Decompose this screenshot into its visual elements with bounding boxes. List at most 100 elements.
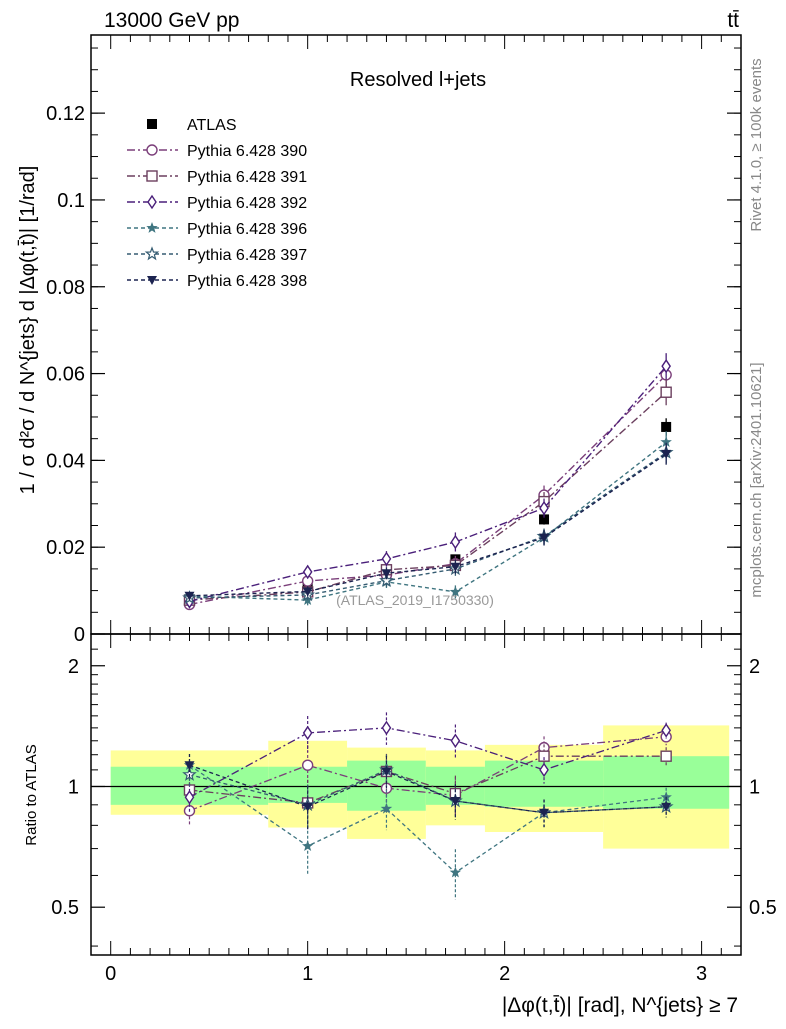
legend-label: Pythia 6.428 397 bbox=[187, 247, 307, 264]
legend-label: Pythia 6.428 398 bbox=[187, 273, 307, 290]
ratio-series-pythia-6-428-398 bbox=[184, 753, 672, 831]
ratio-series-line bbox=[189, 764, 667, 874]
process-label: tt̄ bbox=[727, 9, 739, 32]
mcplots-label: mcplots.cern.ch [arXiv:2401.10621] bbox=[748, 362, 765, 597]
ratio-point bbox=[661, 723, 671, 738]
series-pythia-6-428-392 bbox=[184, 353, 671, 609]
legend-item: Pythia 6.428 392 bbox=[127, 194, 307, 212]
ratio-point bbox=[450, 733, 461, 749]
y-tick-label: 0.1 bbox=[57, 190, 85, 212]
data-point bbox=[661, 449, 672, 459]
ratio-point bbox=[539, 762, 549, 778]
y-tick-label: 0 bbox=[74, 624, 85, 646]
legend-item: Pythia 6.428 397 bbox=[127, 246, 307, 264]
ratio-point bbox=[302, 802, 313, 812]
data-point bbox=[539, 533, 550, 543]
legend-marker bbox=[147, 119, 157, 129]
ratio-y-tick-label-right: 0.5 bbox=[749, 897, 777, 919]
y-tick-label: 0.04 bbox=[46, 450, 85, 472]
ratio-series-line bbox=[189, 736, 667, 812]
ratio-series-line bbox=[189, 727, 667, 798]
series-pythia-6-428-396 bbox=[183, 431, 672, 606]
data-point bbox=[379, 572, 394, 587]
data-point bbox=[184, 591, 195, 601]
ratio-point bbox=[301, 759, 314, 771]
series-line bbox=[189, 452, 667, 599]
legend-item: Pythia 6.428 391 bbox=[127, 169, 307, 186]
ratio-y-tick-label: 0.5 bbox=[51, 897, 79, 919]
series-pythia-6-428-390 bbox=[183, 361, 672, 611]
series-pythia-6-428-391 bbox=[183, 379, 672, 606]
ratio-point bbox=[380, 802, 393, 814]
ratio-ylabel: Ratio to ATLAS bbox=[23, 744, 40, 845]
analysis-watermark: (ATLAS_2019_I1750330) bbox=[336, 592, 494, 608]
main-title: Resolved l+jets bbox=[350, 69, 486, 91]
energy-label: 13000 GeV pp bbox=[104, 9, 239, 32]
data-point bbox=[539, 514, 550, 525]
ratio-point bbox=[302, 840, 314, 851]
legend-marker bbox=[147, 276, 157, 285]
y-tick-label: 0.02 bbox=[46, 537, 85, 559]
ratio-point bbox=[184, 789, 195, 805]
legend-item: Pythia 6.428 390 bbox=[127, 143, 307, 160]
data-point bbox=[539, 500, 549, 516]
rivet-label: Rivet 4.1.0, ≥ 100k events bbox=[748, 58, 765, 231]
x-axis-label: |Δφ(t,t̄)| [rad], N^{jets} ≥ 7 bbox=[502, 994, 738, 1017]
ratio-y-tick-label: 1 bbox=[68, 776, 79, 798]
ratio-series-line bbox=[189, 755, 667, 804]
data-point bbox=[450, 534, 461, 550]
legend-marker bbox=[146, 170, 158, 182]
series-pythia-6-428-397 bbox=[182, 441, 674, 605]
legend-marker bbox=[147, 194, 157, 210]
ratio-point bbox=[302, 725, 313, 741]
data-point bbox=[660, 436, 672, 447]
legend-marker bbox=[146, 144, 158, 156]
ratio-point bbox=[381, 767, 392, 777]
ratio-series-pythia-6-428-392 bbox=[184, 712, 671, 812]
data-point bbox=[381, 569, 392, 579]
ratio-point bbox=[660, 750, 672, 762]
data-point bbox=[661, 421, 672, 432]
series-line bbox=[189, 453, 667, 597]
legend-item: Pythia 6.428 398 bbox=[127, 273, 307, 290]
legend-marker bbox=[144, 246, 160, 261]
ratio-y-tick-label-right: 2 bbox=[749, 656, 760, 678]
legend-label: Pythia 6.428 391 bbox=[187, 169, 307, 186]
series-line bbox=[189, 441, 667, 601]
ratio-point bbox=[538, 750, 550, 762]
series-pythia-6-428-398 bbox=[184, 443, 672, 601]
legend-item: ATLAS bbox=[147, 117, 237, 134]
ratio-point bbox=[450, 797, 461, 807]
legend-label: Pythia 6.428 390 bbox=[187, 143, 307, 160]
data-point bbox=[661, 358, 671, 374]
ratio-point bbox=[381, 720, 392, 736]
ratio-frame bbox=[90, 633, 742, 956]
y-tick-label: 0.08 bbox=[46, 277, 85, 299]
x-tick-label: 2 bbox=[499, 963, 510, 985]
legend-marker bbox=[146, 222, 158, 233]
x-tick-label: 3 bbox=[696, 963, 707, 985]
data-point bbox=[449, 585, 462, 597]
ratio-y-tick-label-right: 1 bbox=[749, 776, 760, 798]
legend-item: Pythia 6.428 396 bbox=[127, 221, 307, 238]
data-point bbox=[660, 386, 672, 398]
legend-label: Pythia 6.428 392 bbox=[187, 195, 307, 212]
data-point bbox=[302, 564, 313, 580]
ratio-point bbox=[184, 761, 195, 771]
x-tick-label: 0 bbox=[105, 963, 116, 985]
ratio-point bbox=[660, 791, 672, 803]
y-tick-label: 0.12 bbox=[46, 103, 85, 125]
ratio-point bbox=[539, 808, 550, 818]
main-panel: 0 0.02 0.04 0.06 0.08 0.1 0.12 ATLAS Pythia 6.42… bbox=[46, 34, 742, 646]
main-ylabel: 1 / σ d²σ / d N^{jets} d |Δφ(t,t̄)| [1/r… bbox=[17, 166, 39, 495]
series-line bbox=[189, 365, 667, 603]
ratio-point bbox=[661, 802, 672, 812]
legend-label: ATLAS bbox=[187, 117, 237, 134]
legend: ATLAS Pythia 6.428 390 Pythia 6.428 391 Pyt… bbox=[127, 117, 307, 290]
ratio-point bbox=[449, 866, 462, 878]
data-point bbox=[381, 551, 392, 567]
data-point bbox=[302, 587, 313, 597]
ratio-y-tick-label: 2 bbox=[68, 656, 79, 678]
ratio-panel: 0 1 2 3 0.5 0.5 1 1 2 2 bbox=[51, 633, 777, 985]
